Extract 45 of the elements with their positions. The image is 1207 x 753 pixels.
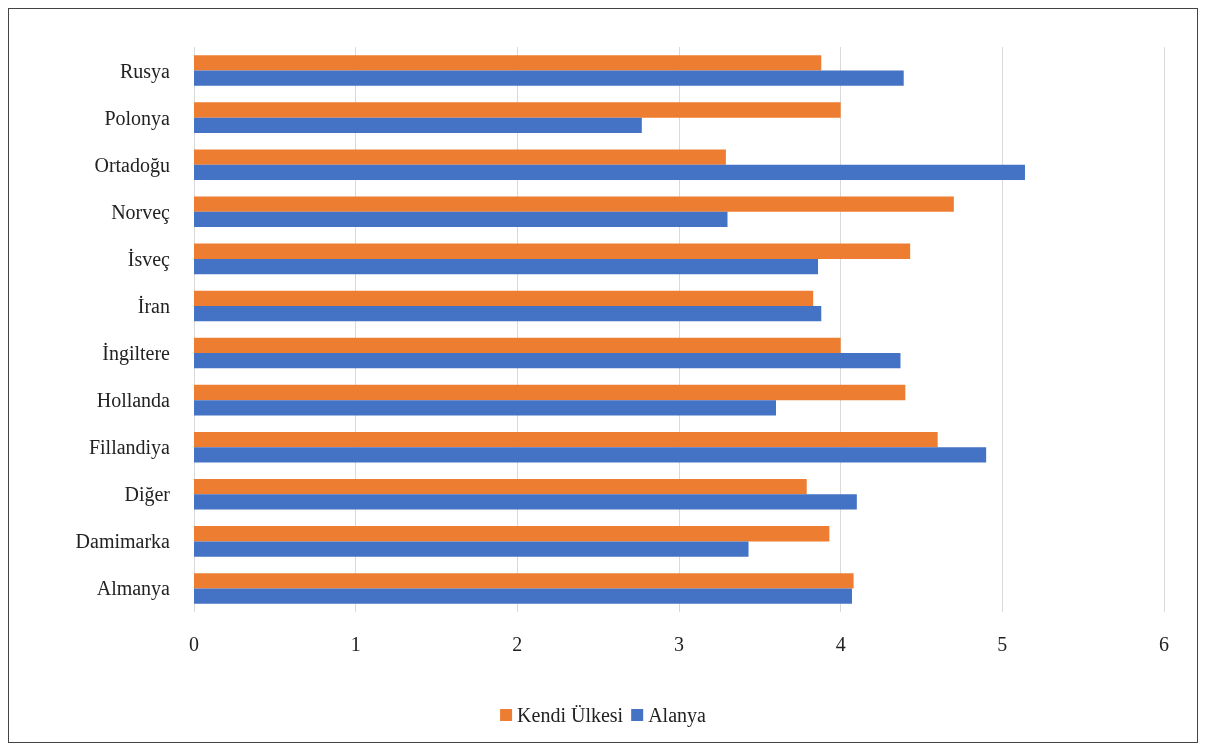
bar	[194, 573, 854, 589]
bar	[194, 290, 814, 306]
x-tick-label: 0	[189, 633, 199, 655]
y-tick-label: Damimarka	[75, 530, 171, 553]
y-tick-label: Norveç	[111, 200, 171, 224]
bar	[194, 211, 728, 228]
bar	[194, 337, 841, 354]
y-tick-label: Ortadoğu	[94, 153, 170, 177]
bar	[194, 384, 906, 401]
x-tick-label: 4	[835, 633, 846, 655]
x-tick-label: 2	[512, 633, 523, 655]
y-tick-label: Rusya	[120, 59, 171, 83]
bar	[194, 588, 852, 604]
bar	[194, 541, 749, 557]
legend-label: Alanya	[648, 704, 707, 727]
y-tick-label: Polonya	[104, 106, 171, 130]
bar	[194, 55, 822, 71]
bar	[194, 447, 987, 463]
bar	[194, 400, 776, 416]
bar	[194, 102, 841, 118]
y-tick-label: İsveç	[127, 247, 171, 271]
y-tick-label: Diğer	[124, 483, 171, 507]
bar	[194, 258, 819, 275]
bar	[194, 478, 807, 495]
bar	[194, 494, 857, 510]
bar	[194, 243, 911, 259]
y-tick-label: İngiltere	[102, 342, 171, 366]
y-tick-label: Almanya	[96, 577, 171, 601]
bar	[194, 353, 901, 369]
bar	[194, 164, 1025, 181]
bar	[194, 526, 830, 542]
legend-label: Kendi Ülkesi	[517, 704, 624, 726]
y-tick-label: İran	[137, 294, 170, 317]
y-tick-label: Hollanda	[96, 389, 171, 412]
bar	[194, 70, 904, 86]
x-tick-label: 5	[997, 633, 1008, 655]
bar	[194, 305, 822, 322]
x-tick-label: 3	[674, 633, 684, 655]
bar	[194, 431, 938, 448]
bar	[194, 149, 726, 165]
x-tick-label: 6	[1159, 633, 1169, 655]
x-tick-label: 1	[350, 633, 361, 655]
bar	[194, 196, 954, 212]
bar	[194, 117, 642, 133]
y-tick-label: Fillandiya	[88, 436, 171, 460]
